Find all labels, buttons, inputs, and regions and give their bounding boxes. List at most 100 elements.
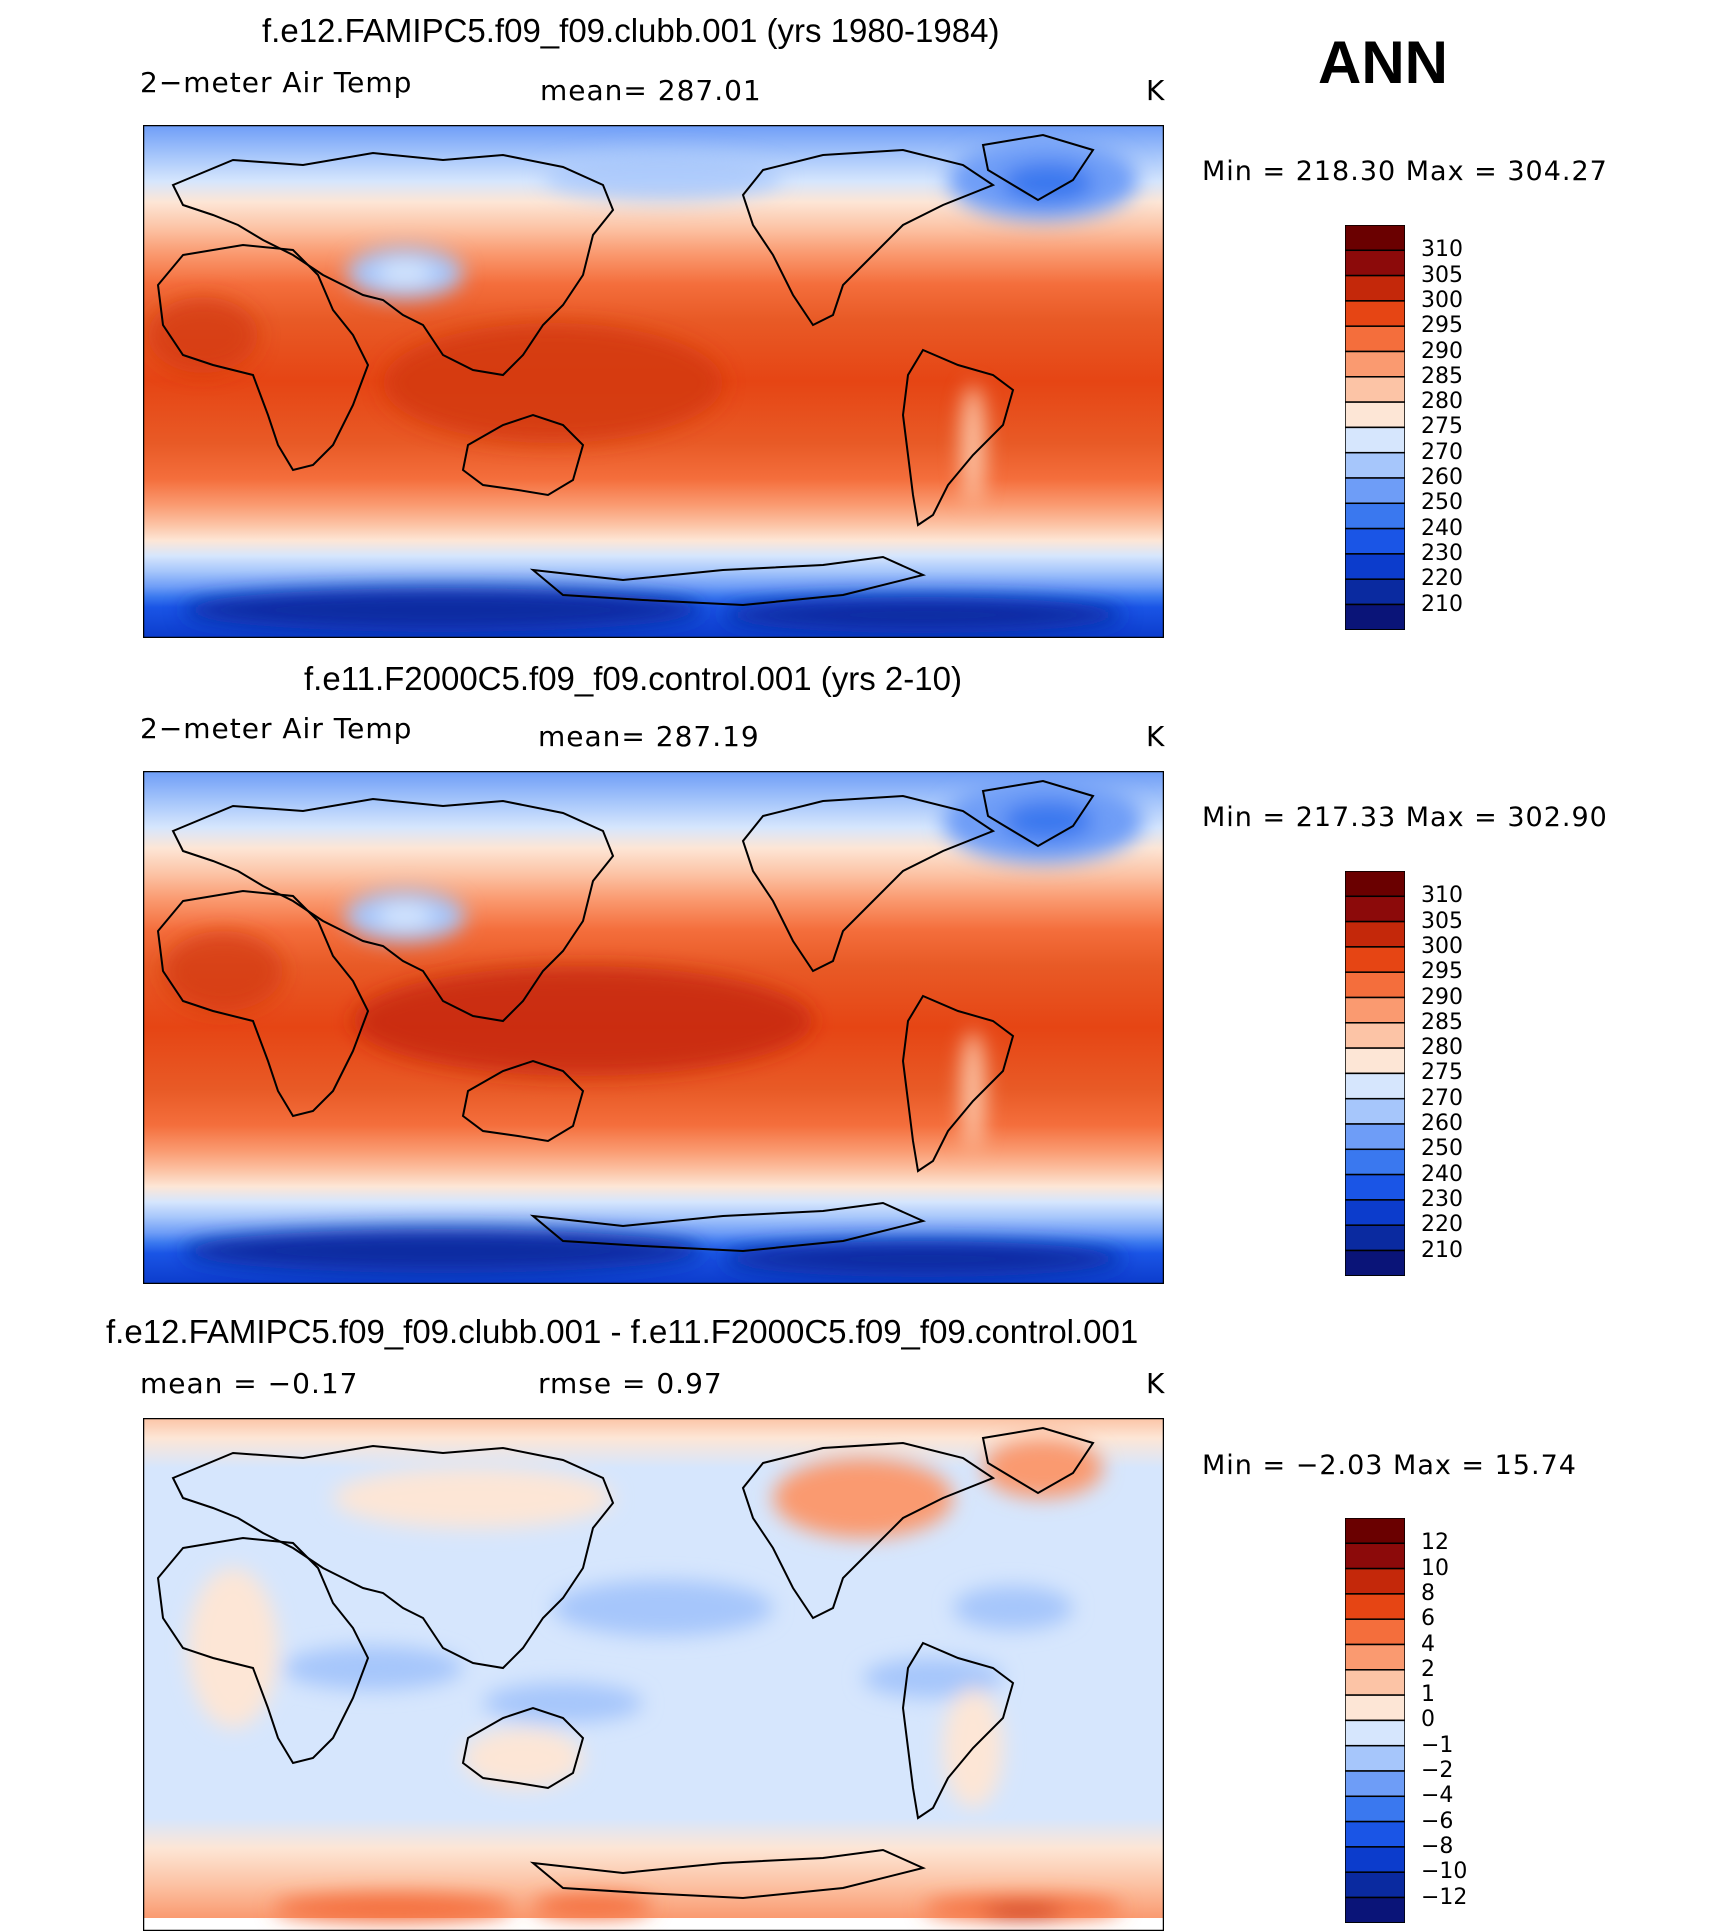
colorbar-swatch: [1345, 1249, 1405, 1276]
colorbar-swatch: [1345, 1770, 1405, 1798]
colorbar-tick-label: 230: [1421, 540, 1463, 566]
colorbar-tick-label: 305: [1421, 262, 1463, 288]
colorbar-swatch: [1345, 920, 1405, 948]
colorbar-tick-label: −12: [1421, 1884, 1468, 1910]
colorbar-tick-label: 295: [1421, 959, 1463, 985]
colorbar-tick-label: 240: [1421, 1161, 1463, 1187]
colorbar-tick-label: −2: [1421, 1758, 1454, 1783]
coastlines: [156, 779, 1095, 1253]
colorbar-tick-label: 4: [1421, 1631, 1435, 1657]
colorbar-tick-label: 250: [1421, 490, 1463, 516]
colorbar-swatch: [1345, 1123, 1405, 1151]
colorbar-tick-label: −4: [1421, 1783, 1454, 1809]
colorbar-swatches: [1345, 871, 1405, 1276]
temperature-anomaly-blobs: [148, 140, 1138, 633]
colorbar-swatch: [1345, 996, 1405, 1024]
colorbar: [1345, 871, 1405, 1276]
colorbar-tick-label: 210: [1421, 1237, 1463, 1263]
colorbar-tick-label: −10: [1421, 1859, 1468, 1885]
colorbar-tick-label: 305: [1421, 908, 1463, 934]
colorbar-swatch: [1345, 1846, 1405, 1873]
colorbar-swatch: [1345, 477, 1405, 505]
colorbar-swatch: [1345, 274, 1405, 302]
colorbar: [1345, 1518, 1405, 1923]
colorbar-tick-label: 0: [1421, 1707, 1435, 1733]
difference-anomaly-blobs: [188, 1438, 1123, 1922]
colorbar-swatches: [1345, 1518, 1405, 1923]
colorbar-swatch: [1345, 426, 1405, 454]
colorbar-swatch: [1345, 603, 1405, 630]
min-max-label: Min = 217.33 Max = 302.90: [1202, 802, 1608, 833]
colorbar-tick-label: 310: [1421, 237, 1463, 263]
colorbar-swatch: [1345, 1871, 1405, 1899]
colorbar-swatch: [1345, 1593, 1405, 1620]
colorbar-swatch: [1345, 1567, 1405, 1595]
colorbar-swatch: [1345, 553, 1405, 580]
colorbar-swatch: [1345, 946, 1405, 973]
difference-map: [143, 1418, 1164, 1931]
colorbar-tick-label: 6: [1421, 1606, 1435, 1632]
colorbar-swatch: [1345, 1097, 1405, 1125]
colorbar-tick-label: 300: [1421, 287, 1463, 313]
units-label: K: [1146, 1367, 1166, 1400]
colorbar-swatch: [1345, 1669, 1405, 1696]
colorbar-tick-label: 260: [1421, 1111, 1463, 1136]
colorbar-swatch: [1345, 527, 1405, 555]
colorbar-tick-label: 280: [1421, 1035, 1463, 1061]
colorbar-tick-label: 290: [1421, 984, 1463, 1010]
colorbar-swatch: [1345, 376, 1405, 403]
colorbar-tick-label: 275: [1421, 1060, 1463, 1086]
colorbar-swatch: [1345, 895, 1405, 923]
colorbar-tick-label: 220: [1421, 1212, 1463, 1238]
season-label: ANN: [1318, 29, 1448, 96]
colorbar-tick-label: 280: [1421, 389, 1463, 415]
colorbar-swatches: [1345, 225, 1405, 630]
colorbar-tick-label: 295: [1421, 313, 1463, 339]
colorbar-tick-label: 210: [1421, 591, 1463, 617]
colorbar-tick-label: 8: [1421, 1580, 1435, 1606]
mean-label: mean = −0.17: [140, 1367, 359, 1400]
colorbar-swatch: [1345, 871, 1405, 898]
colorbar-tick-label: 270: [1421, 439, 1463, 465]
colorbar-swatch: [1345, 1643, 1405, 1671]
colorbar-swatch: [1345, 249, 1405, 277]
colorbar-tick-label: 2: [1421, 1656, 1435, 1682]
variable-label: 2−meter Air Temp: [140, 66, 413, 99]
colorbar: [1345, 225, 1405, 630]
colorbar-tick-label: 1: [1421, 1682, 1435, 1708]
colorbar-swatch: [1345, 1820, 1405, 1848]
colorbar-tick-label: 12: [1421, 1530, 1449, 1556]
units-label: K: [1146, 74, 1166, 107]
colorbar-swatch: [1345, 225, 1405, 252]
temperature-map: [143, 125, 1164, 638]
colorbar-swatch: [1345, 1518, 1405, 1545]
colorbar-swatch: [1345, 1542, 1405, 1570]
colorbar-tick-label: −6: [1421, 1808, 1454, 1834]
temperature-map: [143, 771, 1164, 1284]
colorbar-swatch: [1345, 971, 1405, 999]
min-max-label: Min = −2.03 Max = 15.74: [1202, 1450, 1577, 1481]
colorbar-swatch: [1345, 1795, 1405, 1823]
colorbar-swatch: [1345, 502, 1405, 530]
colorbar-swatch: [1345, 350, 1405, 378]
panel-title: f.e12.FAMIPC5.f09_f09.clubb.001 (yrs 198…: [262, 12, 1000, 49]
colorbar-swatch: [1345, 1148, 1405, 1176]
variable-label: 2−meter Air Temp: [140, 712, 413, 745]
colorbar-tick-label: 290: [1421, 338, 1463, 364]
colorbar-swatch: [1345, 1694, 1405, 1722]
colorbar-swatch: [1345, 325, 1405, 353]
colorbar-swatch: [1345, 1199, 1405, 1226]
colorbar-tick-label: −8: [1421, 1833, 1454, 1859]
colorbar-swatch: [1345, 578, 1405, 606]
colorbar-swatch: [1345, 1072, 1405, 1100]
units-label: K: [1146, 720, 1166, 753]
colorbar-swatch: [1345, 300, 1405, 327]
panel-title: f.e12.FAMIPC5.f09_f09.clubb.001 - f.e11.…: [106, 1313, 1139, 1350]
rmse-label: rmse = 0.97: [538, 1367, 723, 1400]
coastlines: [156, 133, 1095, 607]
colorbar-tick-label: 230: [1421, 1186, 1463, 1212]
panel-title: f.e11.F2000C5.f09_f09.control.001 (yrs 2…: [304, 660, 962, 697]
colorbar-tick-label: 240: [1421, 515, 1463, 541]
mean-label: mean= 287.01: [540, 74, 762, 107]
colorbar-swatch: [1345, 1173, 1405, 1201]
